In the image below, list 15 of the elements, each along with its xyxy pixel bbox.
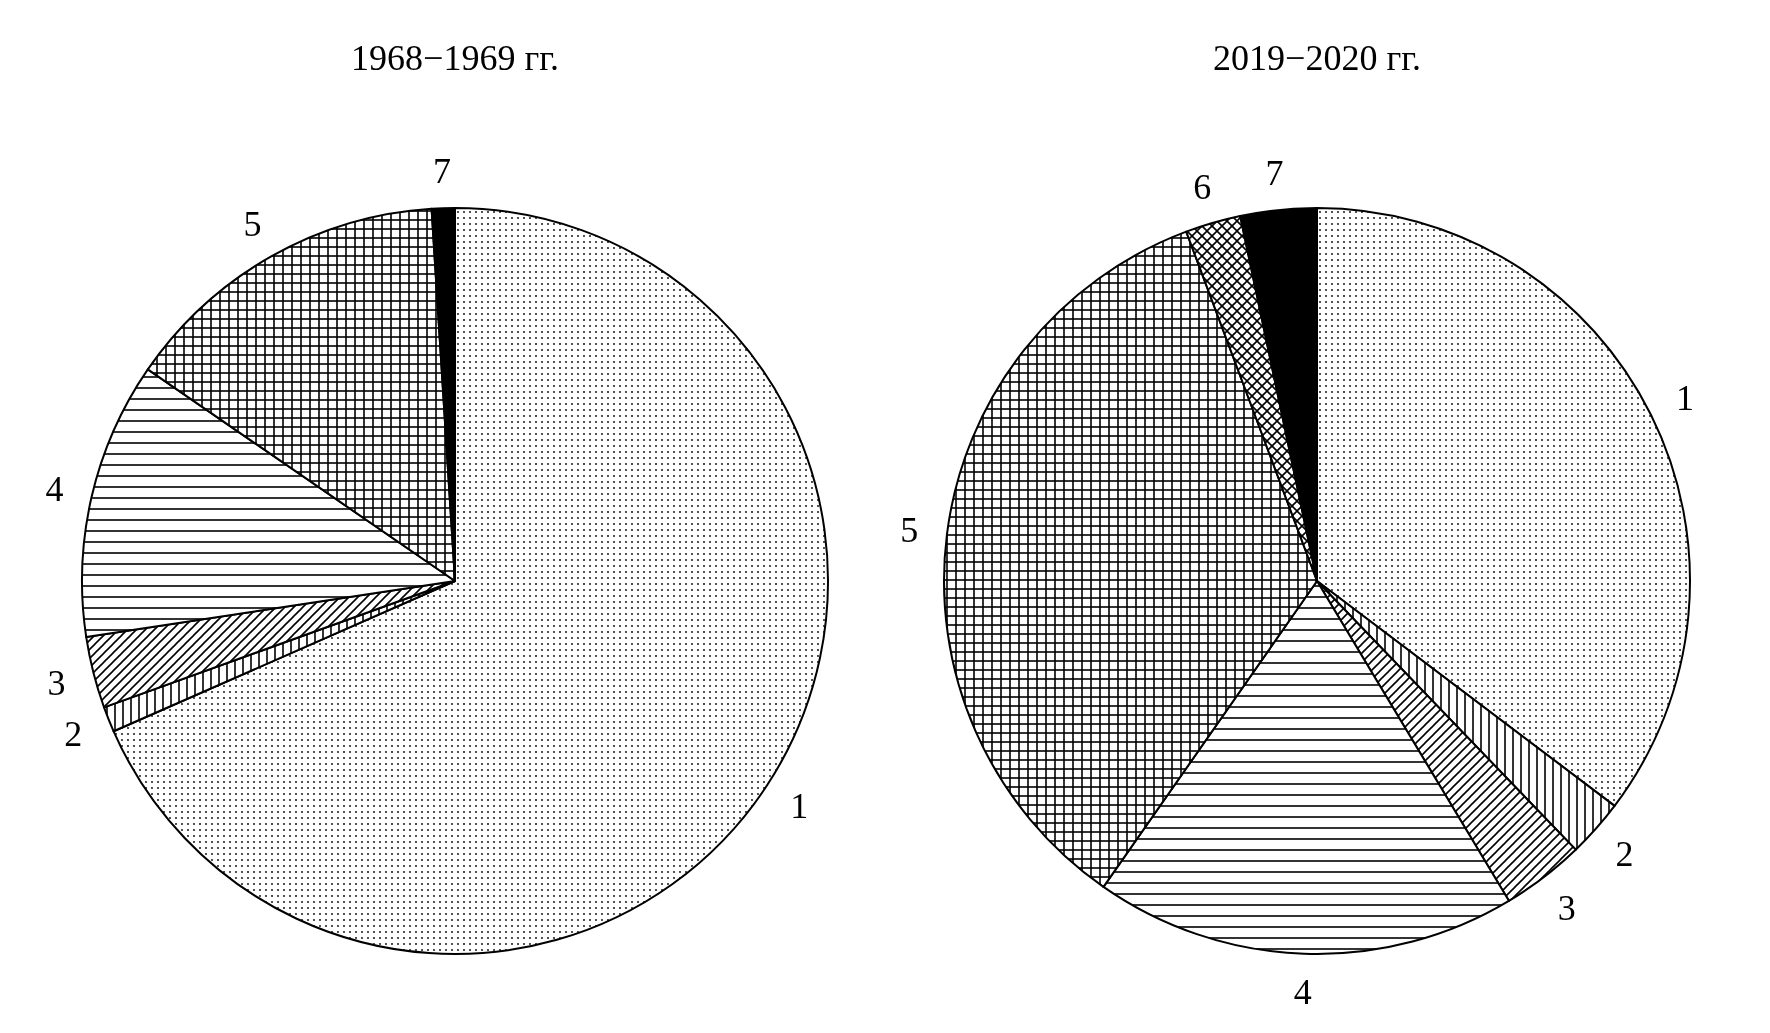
chart-title: 2019−2020 гг.: [1213, 38, 1421, 78]
slice-label: 1: [790, 786, 809, 827]
slice-label: 6: [1193, 166, 1212, 207]
slice-label: 7: [1265, 152, 1284, 193]
slice-label: 2: [64, 714, 83, 755]
slice-label: 3: [1557, 887, 1576, 928]
slice-label: 5: [900, 510, 919, 551]
slice-label: 2: [1615, 834, 1634, 875]
slice-label: 4: [45, 469, 64, 510]
slice-label: 1: [1675, 378, 1694, 419]
slice-label: 7: [433, 150, 452, 191]
slice-label: 5: [243, 203, 262, 244]
chart-title: 1968−1969 гг.: [351, 38, 559, 78]
slice-label: 4: [1293, 972, 1312, 1013]
slice-label: 3: [47, 662, 66, 703]
